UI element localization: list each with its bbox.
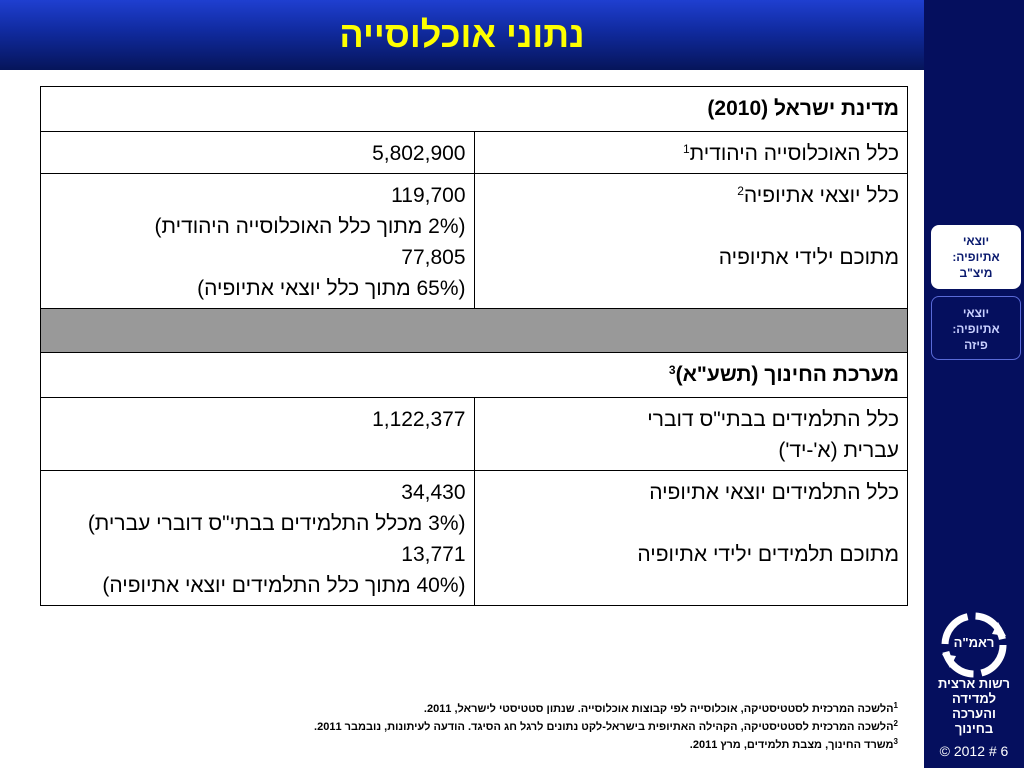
value-line: 13,771 <box>401 543 466 566</box>
slide-number: © 2012 # 6 <box>939 743 1009 759</box>
nav-button-pisa[interactable]: יוצאי אתיופיה: פיזה <box>931 296 1021 360</box>
section-header-education: מערכת החינוך (תשע"א)3 <box>40 352 908 398</box>
population-table: מדינת ישראל (2010) כלל האוכלוסייה היהודי… <box>40 86 908 606</box>
nav-button-line: אתיופיה: <box>952 250 1000 264</box>
grey-separator-row <box>40 308 908 353</box>
table-row: כלל האוכלוסייה היהודית1 5,802,900 <box>40 131 908 174</box>
section-header-row: מערכת החינוך (תשע"א)3 <box>40 352 908 398</box>
nav-button-mitzav[interactable]: יוצאי אתיופיה: מיצ"ב <box>931 225 1021 289</box>
grey-separator <box>40 308 908 353</box>
footnote-ref: 3 <box>668 363 676 377</box>
value-line: 119,700 <box>391 184 466 207</box>
footnote-ref: 1 <box>682 142 690 156</box>
nav-button-line: יוצאי <box>962 306 990 320</box>
slide-title: נתוני אוכלוסייה <box>339 14 585 55</box>
logo-text: ראמ"ה <box>953 635 995 650</box>
footnotes: 1הלשכה המרכזית לסטטיסטיקה, אוכלוסייה לפי… <box>118 700 898 754</box>
row-label: כלל יוצאי אתיופיה2 מתוכם ילידי אתיופיה <box>473 173 908 309</box>
nav-button-line: אתיופיה: <box>952 322 1000 336</box>
value-line: 77,805 <box>401 246 466 269</box>
rama-logo: ראמ"ה <box>936 612 1012 682</box>
row-value: 1,122,377 <box>40 397 475 471</box>
value-line: 34,430 <box>401 481 466 504</box>
footnote: 2הלשכה המרכזית לסטטיסטיקה, הקהילה האתיופ… <box>314 719 898 734</box>
organization-name: רשות ארצית למדידה והערכה בחינוך <box>924 676 1024 736</box>
row-value: 34,430 (3% מכלל התלמידים בבתי"ס דוברי עב… <box>40 470 475 606</box>
value-line: (2% מתוך כלל האוכלוסייה היהודית) <box>154 215 466 238</box>
section-header-row: מדינת ישראל (2010) <box>40 86 908 132</box>
org-name-line: רשות ארצית <box>937 676 1011 691</box>
footnote: 3משרד החינוך, מצבת תלמידים, מרץ 2011. <box>689 737 898 752</box>
table-row: כלל התלמידים בבתי"ס דוברי עברית (א'-יד')… <box>40 397 908 471</box>
row-value: 5,802,900 <box>40 131 475 174</box>
value-line: (65% מתוך כלל יוצאי אתיופיה) <box>197 277 466 300</box>
title-bar: נתוני אוכלוסייה <box>0 0 924 70</box>
table-row: כלל יוצאי אתיופיה2 מתוכם ילידי אתיופיה 1… <box>40 173 908 309</box>
nav-button-line: פיזה <box>964 338 988 352</box>
footnote-ref: 2 <box>737 184 744 198</box>
org-name-line: והערכה <box>952 706 996 721</box>
footnote: 1הלשכה המרכזית לסטטיסטיקה, אוכלוסייה לפי… <box>423 701 898 716</box>
section-header-israel: מדינת ישראל (2010) <box>40 86 908 132</box>
value-line: (3% מכלל התלמידים בבתי"ס דוברי עברית) <box>87 512 466 535</box>
org-name-line: בחינוך <box>954 721 994 736</box>
org-name-line: למדידה <box>951 691 997 706</box>
row-label: כלל התלמידים בבתי"ס דוברי עברית (א'-יד') <box>473 397 908 471</box>
sidebar: יוצאי אתיופיה: מיצ"ב יוצאי אתיופיה: פיזה… <box>924 0 1024 768</box>
row-label: כלל התלמידים יוצאי אתיופיה מתוכם תלמידים… <box>473 470 908 606</box>
nav-button-line: מיצ"ב <box>959 266 993 280</box>
row-value: 119,700 (2% מתוך כלל האוכלוסייה היהודית)… <box>40 173 475 309</box>
table-row: כלל התלמידים יוצאי אתיופיה מתוכם תלמידים… <box>40 470 908 606</box>
nav-button-line: יוצאי <box>962 234 990 248</box>
value-line: (40% מתוך כלל התלמידים יוצאי אתיופיה) <box>102 574 466 597</box>
recycle-arrows-icon <box>941 612 1007 678</box>
row-label: כלל האוכלוסייה היהודית1 <box>473 131 908 174</box>
